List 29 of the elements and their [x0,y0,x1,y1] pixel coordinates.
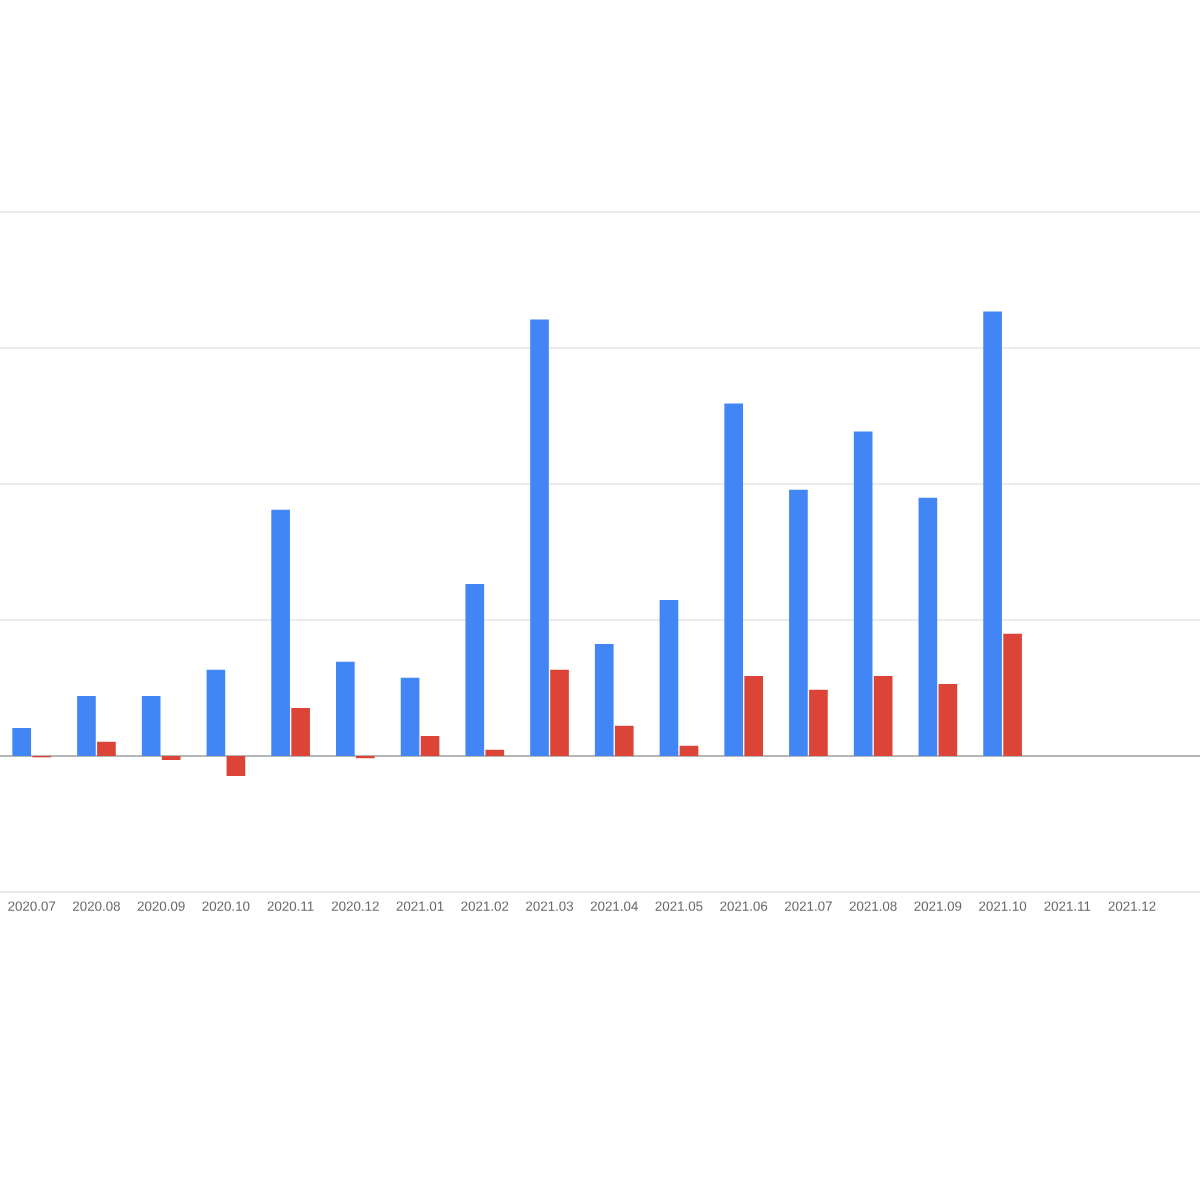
bar [77,695,96,756]
bar [938,683,958,756]
bar [336,661,355,756]
bar [679,745,699,756]
bar [206,669,226,756]
bar [530,319,549,756]
bar [550,669,569,756]
bar [853,431,873,756]
bar [873,675,893,756]
bar [291,708,310,756]
bar [724,403,744,756]
bar [983,311,1002,756]
bar [809,689,828,756]
bar [271,509,290,756]
bar [594,644,614,756]
bar [141,695,161,756]
bar [12,728,32,756]
bar [789,489,808,756]
bar [659,600,679,756]
bar [400,677,420,756]
bar [744,675,764,756]
bar [97,741,116,756]
bar [614,725,634,756]
bar [226,756,246,776]
bar [465,583,485,756]
bar [918,497,938,756]
bar [485,749,505,756]
bar [420,736,440,756]
bar [1003,633,1022,756]
